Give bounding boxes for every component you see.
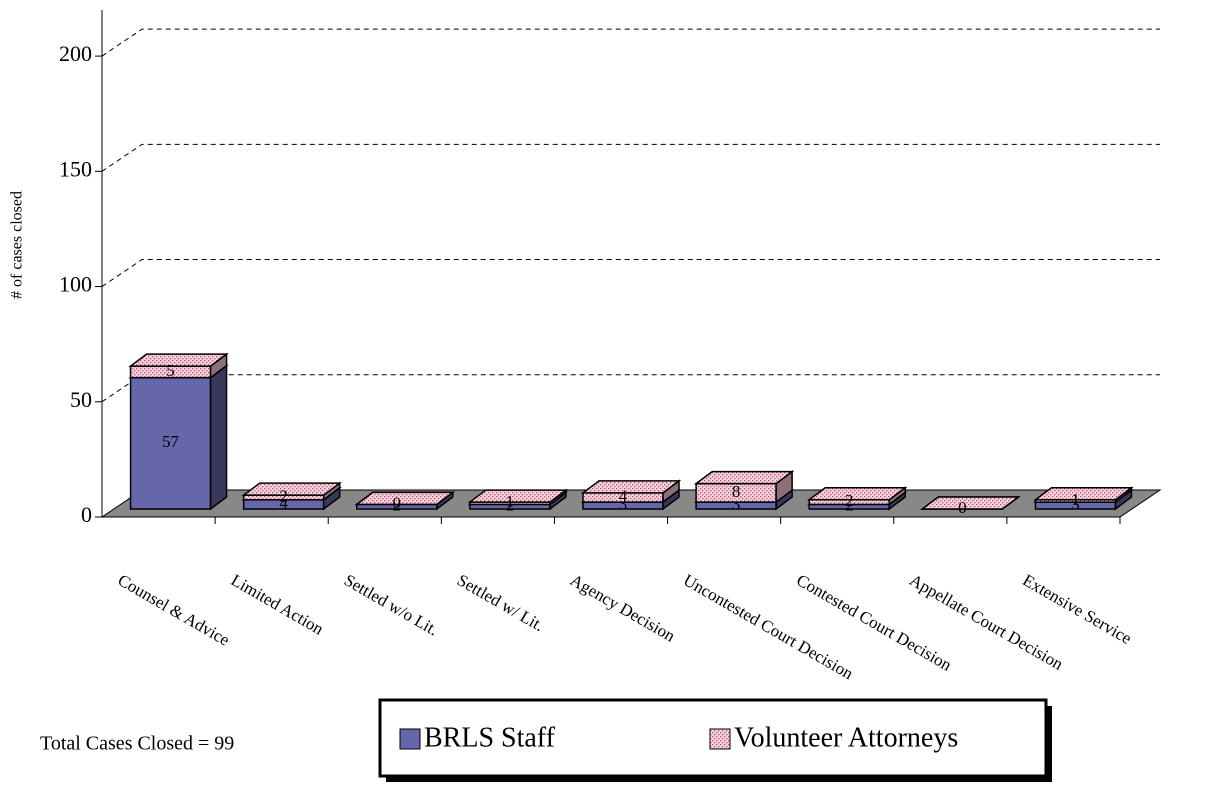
bar-top — [128, 353, 229, 367]
data-label: 2 — [845, 491, 854, 510]
grid-line — [101, 28, 1160, 57]
x-tick-label: Extensive Service — [1019, 570, 1134, 648]
bar-top — [806, 487, 908, 501]
bar-side-shade — [210, 365, 227, 509]
grid-line — [101, 143, 1160, 172]
data-label: 1 — [506, 492, 515, 511]
bar-top — [1033, 487, 1134, 501]
bar-top — [467, 489, 569, 503]
data-label: 4 — [619, 486, 628, 505]
data-label: 3 — [1071, 494, 1080, 513]
annotation: Total Cases Closed = 99 — [40, 733, 234, 755]
y-tick-label: 50 — [70, 387, 92, 412]
bar-top — [241, 482, 342, 496]
legend-swatch — [709, 728, 731, 750]
bar-side-shade — [210, 354, 227, 378]
bar-side-shade — [889, 492, 906, 509]
x-tick-label: Settled w/ Lit. — [454, 570, 547, 635]
data-label: 3 — [732, 494, 741, 513]
bar-top — [354, 491, 456, 506]
data-label: 57 — [162, 432, 180, 451]
bar-side-shade — [776, 471, 793, 503]
bar-side-shade — [1115, 490, 1132, 509]
x-tick-label: Counsel & Advice — [115, 570, 233, 649]
y-tick-label: 0 — [81, 502, 92, 527]
bar-side-shade — [889, 487, 906, 505]
y-tick-label: 200 — [59, 41, 92, 66]
x-tick-label: Limited Action — [228, 570, 327, 638]
data-label: 3 — [619, 494, 628, 513]
data-label: 5 — [166, 361, 175, 380]
bar-side-shade — [776, 490, 793, 509]
bar-side-shade — [436, 492, 453, 509]
bar-side-shade — [663, 480, 679, 503]
data-label: 8 — [732, 482, 741, 501]
y-tick-label: 150 — [59, 156, 92, 181]
grid-line — [101, 259, 1160, 287]
bar-side-shade — [663, 490, 679, 509]
x-tick-label: Agency Decision — [567, 570, 679, 645]
legend-label: Volunteer Attorneys — [734, 722, 958, 753]
bar-top — [580, 480, 682, 494]
x-tick-label: Settled w/o Lit. — [341, 570, 442, 639]
bar-side-shade — [323, 487, 340, 509]
legend-label: BRLS Staff — [424, 722, 556, 753]
bar-side-shade — [323, 483, 340, 500]
bar-top — [693, 470, 795, 485]
data-label: 1 — [1071, 490, 1080, 509]
grid-line — [101, 374, 1160, 403]
data-label: 0 — [958, 498, 967, 517]
data-label: 0 — [393, 493, 402, 512]
data-label: 2 — [279, 486, 288, 505]
bar-top — [920, 496, 1021, 510]
y-tick-label: 100 — [59, 272, 92, 297]
y-axis-title: # of cases closed — [9, 191, 26, 299]
legend-swatch — [399, 728, 421, 750]
bar-side-shade — [549, 492, 566, 509]
data-label: 4 — [279, 493, 288, 512]
